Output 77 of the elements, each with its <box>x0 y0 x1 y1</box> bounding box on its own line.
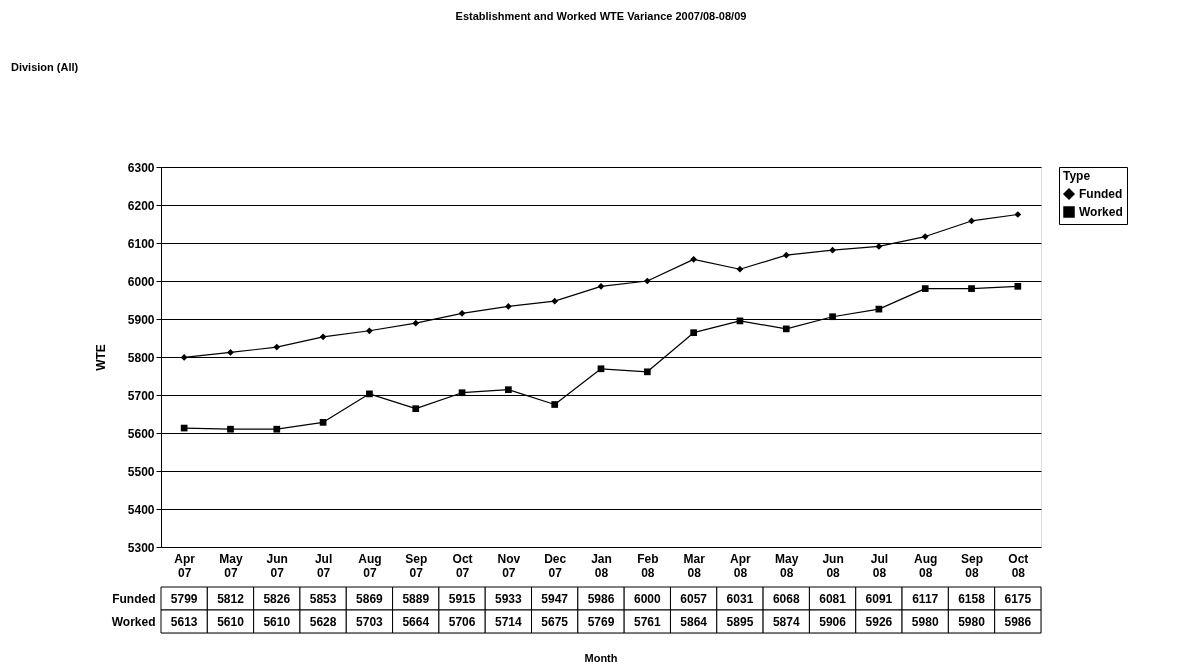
data-label: 5906 <box>819 614 847 629</box>
text: Funded <box>112 591 156 606</box>
legend-title: Type <box>1063 169 1091 183</box>
data-label: 5915 <box>448 591 476 606</box>
data-label: 5703 <box>356 614 384 629</box>
data-label: 5933 <box>495 591 523 606</box>
data-label: 6158 <box>958 591 986 606</box>
x-tick-label: Oct 07 <box>452 551 473 580</box>
data-label: 5610 <box>217 614 245 629</box>
y-tick-label: 6200 <box>127 198 155 213</box>
x-tick-label: Dec 07 <box>544 551 567 580</box>
x-tick-label: Jun 08 <box>822 551 844 580</box>
x-tick-label: Jul 07 <box>314 551 333 580</box>
data-label: 5926 <box>865 614 893 629</box>
legend-label: Funded <box>1079 187 1123 201</box>
x-tick-label: Sep 08 <box>961 551 984 580</box>
y-tick-label: 5800 <box>127 350 155 365</box>
y-axis-title: WTE <box>93 344 108 371</box>
y-tick-label: 5900 <box>127 312 155 327</box>
data-label: 5853 <box>309 591 337 606</box>
x-tick-label: Jul 08 <box>870 551 889 580</box>
x-tick-label: Aug 07 <box>358 551 382 580</box>
data-label: 6091 <box>865 591 893 606</box>
data-label: 5895 <box>726 614 754 629</box>
x-tick-label: May 08 <box>775 551 799 580</box>
data-label: 5812 <box>217 591 245 606</box>
y-tick-label: 6000 <box>127 274 155 289</box>
text: Month <box>584 652 618 664</box>
legend-label: Worked <box>1079 205 1123 219</box>
x-tick-label: Sep 07 <box>405 551 428 580</box>
data-label: 5947 <box>541 591 569 606</box>
x-tick-label: Apr 07 <box>174 551 196 580</box>
data-label: 5889 <box>402 591 430 606</box>
data-label: 5675 <box>541 614 569 629</box>
x-tick-label: Apr 08 <box>730 551 752 580</box>
data-label: 6000 <box>633 591 661 606</box>
data-label: 5714 <box>495 614 523 629</box>
chart-title: Establishment and Worked WTE Variance 2007/08-08/09 <box>455 10 747 22</box>
x-tick-label: Feb 08 <box>637 551 659 580</box>
x-tick-label: Oct 08 <box>1008 551 1029 580</box>
data-label: 5628 <box>309 614 337 629</box>
x-tick-label: Jan 08 <box>591 551 612 580</box>
y-tick-label: 5700 <box>127 388 155 403</box>
data-label: 6031 <box>726 591 754 606</box>
x-tick-label: Aug 08 <box>914 551 938 580</box>
data-label: 5706 <box>448 614 476 629</box>
y-tick-label: 5400 <box>127 502 155 517</box>
x-tick-label: May 07 <box>219 551 243 580</box>
text: Worked <box>111 614 156 629</box>
data-label: 5826 <box>263 591 291 606</box>
x-tick-label: Nov 07 <box>497 551 521 580</box>
data-label: 5980 <box>958 614 986 629</box>
y-tick-label: 6300 <box>127 160 155 175</box>
data-label: 5769 <box>587 614 615 629</box>
data-label: 6117 <box>912 591 939 606</box>
data-label: 6057 <box>680 591 708 606</box>
text: Division (All) <box>11 61 79 73</box>
data-label: 6175 <box>1004 591 1032 606</box>
data-label: 5986 <box>1004 614 1032 629</box>
data-label: 6068 <box>772 591 800 606</box>
data-label: 5986 <box>587 591 615 606</box>
data-label: 5799 <box>170 591 198 606</box>
y-tick-label: 5600 <box>127 426 155 441</box>
data-label: 5761 <box>633 614 661 629</box>
data-label: 5613 <box>170 614 198 629</box>
y-tick-label: 5300 <box>127 540 155 555</box>
data-label: 5610 <box>263 614 291 629</box>
x-tick-label: Mar 08 <box>683 551 706 580</box>
data-label: 5869 <box>356 591 384 606</box>
y-tick-label: 5500 <box>127 464 155 479</box>
data-label: 5980 <box>911 614 939 629</box>
x-tick-label: Jun 07 <box>266 551 288 580</box>
y-tick-label: 6100 <box>127 236 155 251</box>
data-label: 6081 <box>819 591 847 606</box>
data-label: 5874 <box>772 614 800 629</box>
data-label: 5864 <box>680 614 708 629</box>
data-label: 5664 <box>402 614 430 629</box>
